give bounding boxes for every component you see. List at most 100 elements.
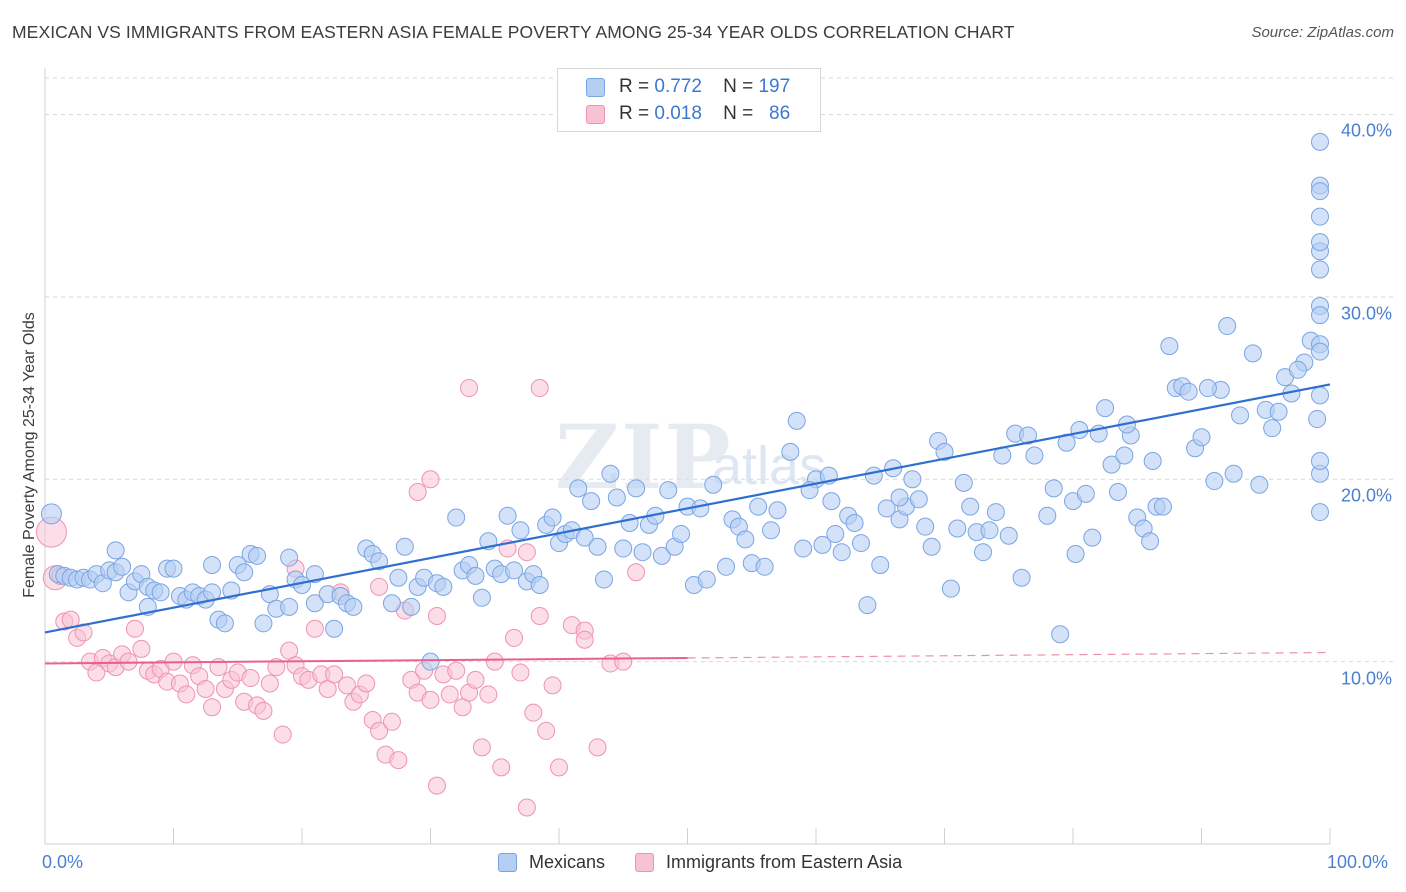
bottom-legend-immigrants: Immigrants from Eastern Asia (635, 852, 902, 873)
y-tick-label: 20.0% (1340, 485, 1392, 506)
y-tick-label: 10.0% (1340, 668, 1392, 689)
data-point-mexicans (402, 597, 421, 616)
data-point-immigrants (627, 563, 646, 582)
data-point-immigrants (382, 712, 401, 731)
data-point-mexicans (877, 499, 896, 518)
legend-row-immigrants: R = 0.018 N = 86 (586, 101, 790, 127)
data-point-mexicans (1311, 207, 1329, 226)
data-point-immigrants (511, 663, 530, 682)
trend-line-immigrants (44, 656, 688, 665)
data-point-mexicans (652, 546, 671, 565)
data-point-mexicans (1143, 452, 1162, 470)
y-tick-label: 40.0% (1340, 120, 1392, 141)
data-point-mexicans (164, 559, 183, 578)
data-point-mexicans (434, 577, 453, 596)
legend-r-label: R = (619, 103, 650, 124)
data-point-mexicans (594, 570, 613, 589)
data-point-mexicans (254, 614, 273, 633)
data-point-mexicans (922, 537, 941, 556)
data-point-mexicans (1044, 479, 1063, 498)
data-point-immigrants (427, 776, 446, 795)
data-point-immigrants (119, 652, 138, 671)
data-point-immigrants (125, 619, 144, 638)
data-point-mexicans (601, 464, 620, 483)
data-point-mexicans (858, 596, 877, 615)
data-point-immigrants (472, 738, 491, 757)
data-point-mexicans (280, 548, 299, 567)
data-point-immigrants (357, 674, 376, 693)
data-point-mexicans (1115, 446, 1134, 465)
data-point-mexicans (389, 568, 408, 587)
data-point-mexicans (704, 475, 723, 494)
data-point-mexicans (627, 479, 646, 498)
data-point-mexicans (822, 492, 841, 511)
data-point-mexicans (1243, 344, 1262, 363)
data-point-mexicans (569, 479, 588, 498)
data-point-immigrants (177, 685, 196, 704)
data-point-mexicans (1311, 260, 1329, 279)
data-point-immigrants (273, 725, 292, 744)
data-point-mexicans (1263, 419, 1282, 438)
data-point-immigrants (460, 379, 479, 398)
data-point-mexicans (1160, 337, 1179, 356)
legend-n-value: 197 (758, 76, 791, 97)
data-point-mexicans (113, 557, 132, 576)
data-point-mexicans (1096, 399, 1115, 418)
data-point-mexicans (530, 576, 549, 595)
legend-swatch-blue (586, 77, 605, 97)
data-point-mexicans (1025, 446, 1044, 465)
data-point-mexicans (871, 555, 890, 574)
data-point-mexicans (395, 537, 414, 556)
data-point-mexicans (248, 546, 267, 565)
data-point-mexicans (505, 561, 524, 580)
legend: R = 0.772 N = 197 R = 0.018 N = 86 (557, 68, 821, 132)
data-point-mexicans (1218, 317, 1237, 336)
legend-swatch-pink (586, 104, 605, 124)
data-point-mexicans (986, 503, 1005, 522)
data-point-mexicans (768, 501, 787, 520)
data-point-mexicans (954, 473, 973, 492)
data-point-immigrants (530, 379, 549, 398)
data-point-immigrants (337, 676, 356, 695)
axes (44, 68, 1331, 845)
legend-row-mexicans: R = 0.772 N = 197 (586, 74, 790, 100)
data-point-immigrants (517, 798, 536, 817)
data-point-immigrants (466, 670, 485, 689)
data-point-mexicans (106, 541, 125, 560)
data-point-mexicans (607, 488, 626, 507)
data-point-mexicans (370, 552, 389, 571)
data-point-immigrants (479, 685, 498, 704)
data-point-mexicans (864, 466, 883, 485)
data-point-mexicans (1311, 306, 1329, 325)
bottom-legend-mexicans: Mexicans (498, 852, 605, 873)
data-point-immigrants (537, 721, 556, 740)
data-point-immigrants (267, 658, 286, 677)
data-point-immigrants (203, 698, 222, 717)
data-point-immigrants (543, 676, 562, 695)
data-point-mexicans (215, 614, 234, 633)
data-point-immigrants (241, 669, 260, 688)
data-point-immigrants (254, 701, 273, 720)
data-point-mexicans (235, 563, 254, 582)
trend-lines (44, 383, 1331, 665)
data-point-mexicans (916, 517, 935, 536)
data-point-mexicans (851, 534, 870, 553)
data-point-mexicans (1224, 464, 1243, 483)
data-point-immigrants (370, 577, 389, 596)
data-point-mexicans (974, 543, 993, 562)
data-point-mexicans (697, 570, 716, 589)
data-point-mexicans (749, 497, 768, 516)
trend-line-mexicans (44, 383, 1331, 634)
data-point-mexicans (1198, 379, 1217, 398)
source-label: Source: ZipAtlas.com (1251, 24, 1394, 41)
data-point-immigrants (614, 652, 633, 671)
data-point-mexicans (1311, 452, 1329, 470)
data-point-mexicans (421, 652, 440, 671)
legend-n-label: N = (723, 76, 754, 97)
data-point-mexicans (794, 539, 813, 558)
x-tick-min: 0.0% (42, 852, 84, 872)
data-point-immigrants (408, 483, 427, 502)
data-point-mexicans (845, 514, 864, 533)
chart-title: MEXICAN VS IMMIGRANTS FROM EASTERN ASIA … (12, 22, 1015, 42)
